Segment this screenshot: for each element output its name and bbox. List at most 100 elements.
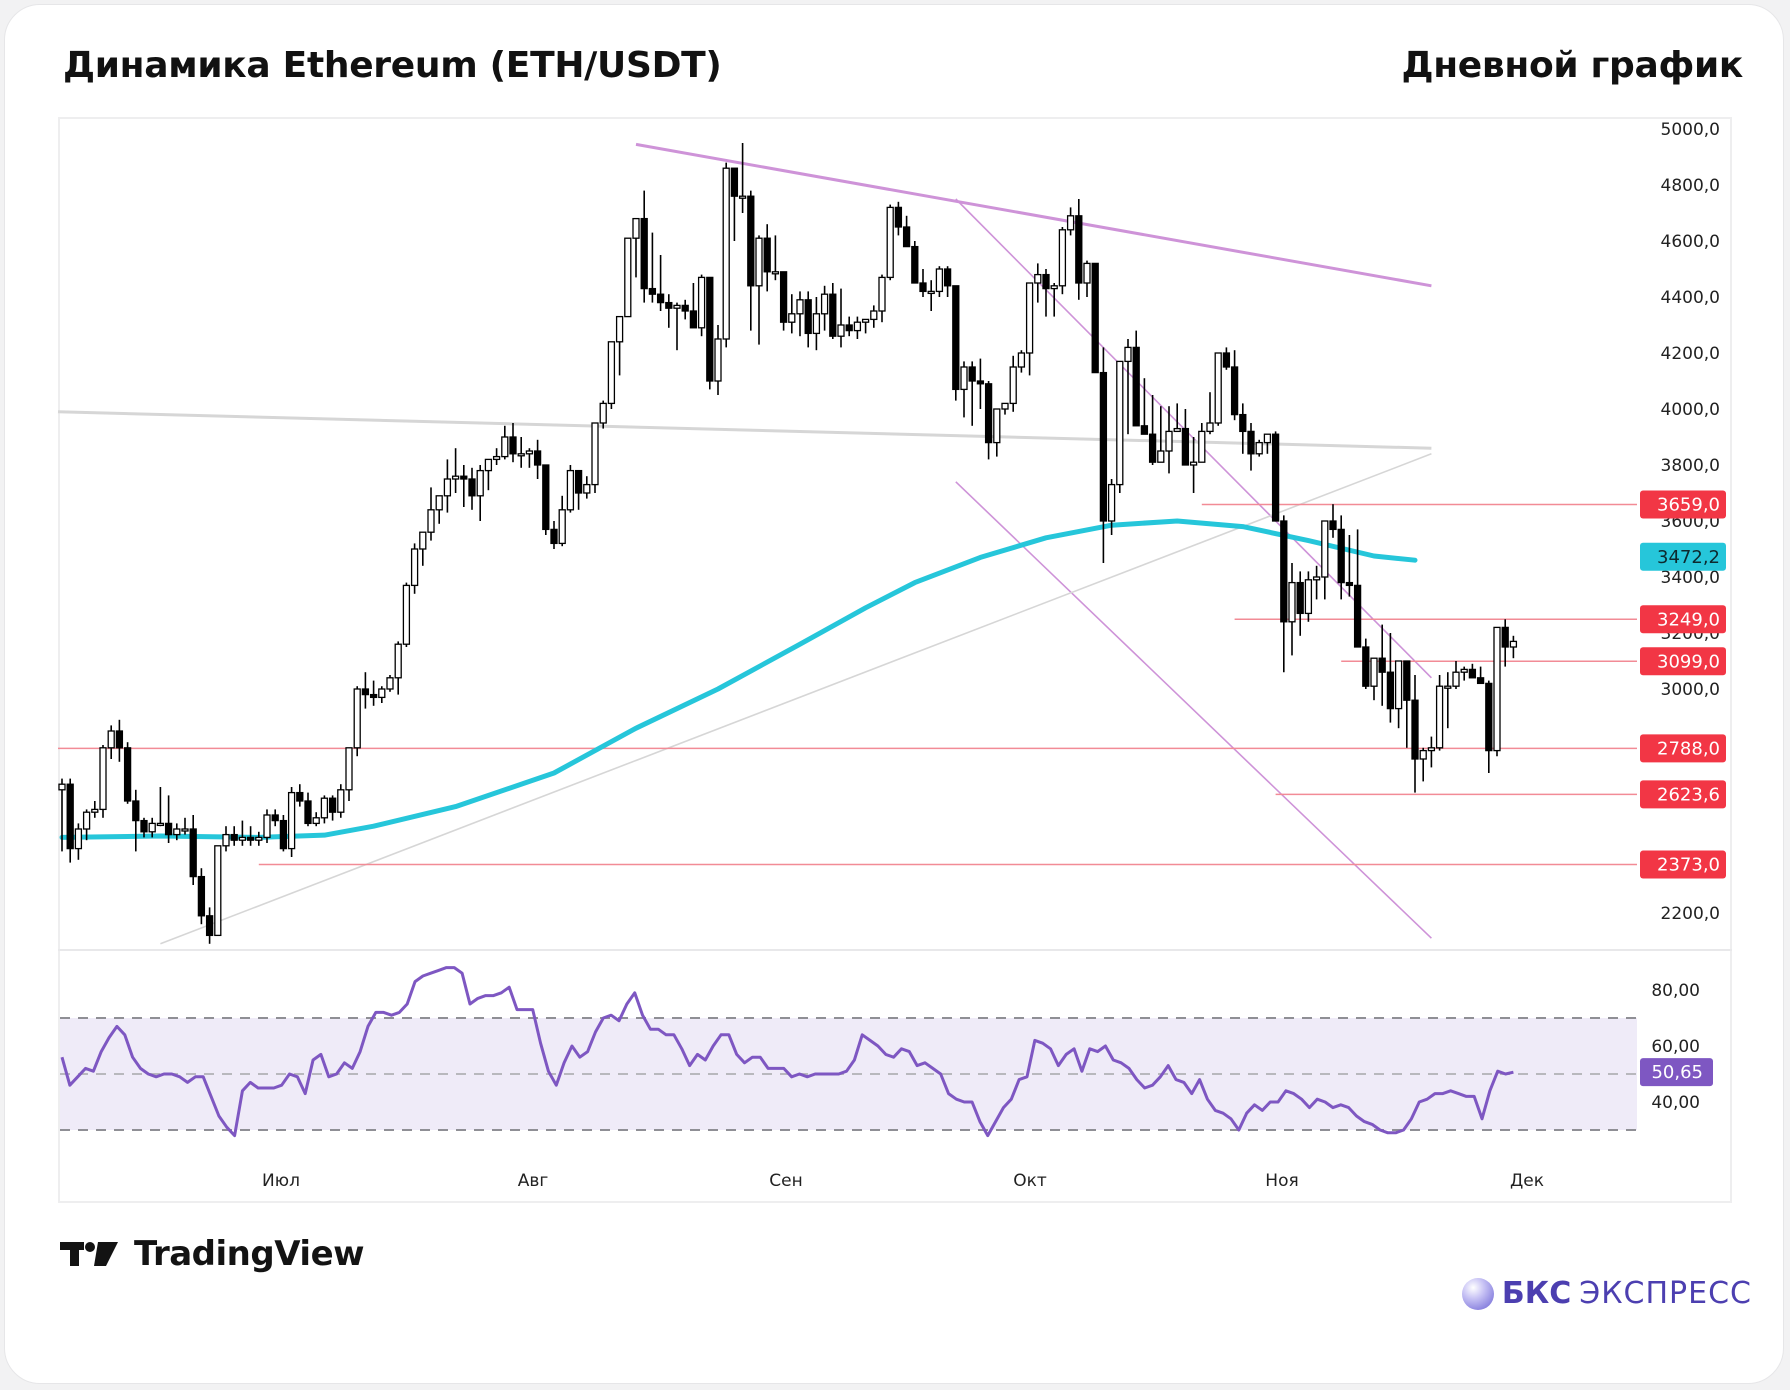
candle-bearish	[1148, 433, 1157, 463]
x-axis-month-label: Дек	[1510, 1171, 1544, 1191]
price-axis-tick: 5000,0	[1661, 120, 1720, 140]
candle-bullish	[1419, 749, 1427, 760]
candle-bullish	[1312, 576, 1321, 581]
candle-bullish	[419, 531, 427, 550]
trendline-grey-rising[interactable]	[160, 453, 1432, 945]
candle-bearish	[1345, 581, 1354, 587]
candle-bullish	[1165, 430, 1173, 452]
rsi-line[interactable]	[60, 966, 1514, 1138]
candle-bullish	[1509, 640, 1518, 648]
price-tag-level	[1640, 490, 1726, 519]
candle-bearish	[509, 436, 517, 455]
candle-bullish	[993, 408, 1001, 444]
price-axis-tick: 4200,0	[1661, 344, 1720, 364]
price-tag-label: 3472,2	[1657, 547, 1720, 568]
candle-bullish	[1255, 441, 1263, 455]
candle-bearish	[230, 833, 238, 841]
candle-bullish	[566, 469, 575, 511]
candle-bearish	[132, 800, 140, 822]
candle-bearish	[1099, 371, 1108, 522]
candle-bullish	[788, 313, 796, 323]
ma-200-line[interactable]	[59, 518, 1418, 840]
candle-bearish	[902, 226, 911, 248]
candle-bearish	[911, 245, 919, 284]
candle-bearish	[197, 875, 206, 917]
candle-bullish	[1444, 685, 1452, 689]
candle-bearish	[689, 310, 698, 329]
candle-bullish	[1066, 215, 1075, 231]
candle-bearish	[542, 464, 550, 531]
bks-wordmark-light: ЭКСПРЕСС	[1579, 1276, 1752, 1311]
candle-bullish	[853, 321, 862, 332]
price-axis-tick: 3800,0	[1661, 456, 1720, 476]
candle-bullish	[886, 206, 894, 279]
candle-bullish	[443, 478, 452, 497]
price-tag-level	[1640, 850, 1726, 879]
price-tag-label: 3249,0	[1657, 609, 1720, 630]
tradingview-logo-icon	[60, 1242, 118, 1266]
candle-bullish	[1050, 285, 1058, 290]
tradingview-wordmark: TradingView	[134, 1234, 365, 1274]
rsi-axis-tick: 60,00	[1651, 1037, 1700, 1057]
candle-bullish	[624, 237, 632, 318]
candle-bullish	[870, 310, 878, 321]
candle-bearish	[763, 237, 771, 273]
candle-bearish	[1378, 657, 1386, 673]
candle-bullish	[714, 338, 722, 382]
candle-bearish	[328, 797, 337, 813]
candle-bullish	[99, 747, 107, 811]
candle-bearish	[952, 285, 960, 391]
candle-bearish	[1476, 677, 1485, 685]
candle-bullish	[82, 811, 91, 830]
trendline-upper-resistance[interactable]	[635, 142, 1432, 288]
candle-bearish	[919, 282, 927, 293]
candle-bullish	[337, 789, 345, 813]
candle-bearish	[943, 268, 952, 287]
candle-bearish	[968, 366, 976, 382]
candle-bearish	[66, 783, 74, 850]
candle-bearish	[1485, 682, 1493, 752]
candle-bearish	[468, 478, 476, 497]
candle-bearish	[829, 293, 837, 337]
candle-bullish	[1198, 430, 1206, 463]
price-axis-tick: 4400,0	[1661, 288, 1720, 308]
candle-bullish	[492, 455, 501, 461]
candle-bullish	[1034, 273, 1042, 284]
candle-bearish	[123, 747, 132, 802]
candle-bullish	[1304, 579, 1313, 615]
candle-bearish	[1075, 215, 1083, 284]
candle-bullish	[91, 808, 99, 813]
candle-bearish	[1230, 366, 1239, 416]
candle-bullish	[345, 747, 353, 791]
candle-bearish	[665, 301, 673, 309]
candle-bearish	[246, 836, 255, 841]
price-axis-tick: 2200,0	[1661, 904, 1720, 924]
candle-bearish	[1337, 528, 1345, 584]
candle-bullish	[484, 458, 493, 472]
trendline-channel-bottom[interactable]	[955, 481, 1432, 939]
price-tag-label: 2623,6	[1657, 784, 1720, 805]
price-axis-tick: 4000,0	[1661, 400, 1720, 420]
candle-bearish	[984, 383, 993, 444]
candle-bullish	[1058, 229, 1067, 287]
chart-title: Динамика Ethereum (ETH/USDT)	[63, 45, 722, 86]
candle-bearish	[804, 299, 812, 335]
candle-bullish	[312, 817, 320, 825]
candle-bullish	[410, 548, 419, 587]
x-axis-month-label: Ноя	[1265, 1171, 1298, 1191]
trendline-grey-horizontal[interactable]	[57, 410, 1432, 450]
price-axis-tick: 4800,0	[1661, 176, 1720, 196]
candle-bullish	[771, 271, 780, 275]
candle-bullish	[1370, 657, 1378, 687]
candle-bullish	[878, 276, 886, 312]
candle-bearish	[1132, 346, 1140, 427]
bks-express-logo: БКС ЭКСПРЕСС	[1461, 1276, 1752, 1311]
candle-bullish	[501, 436, 509, 458]
candle-bullish	[148, 822, 156, 833]
candle-bearish	[1501, 626, 1509, 648]
candle-bullish	[599, 402, 607, 424]
candle-bullish	[1288, 581, 1296, 623]
candle-bullish	[738, 195, 747, 199]
price-axis-tick: 4600,0	[1661, 232, 1720, 252]
candle-bullish	[1394, 660, 1403, 710]
